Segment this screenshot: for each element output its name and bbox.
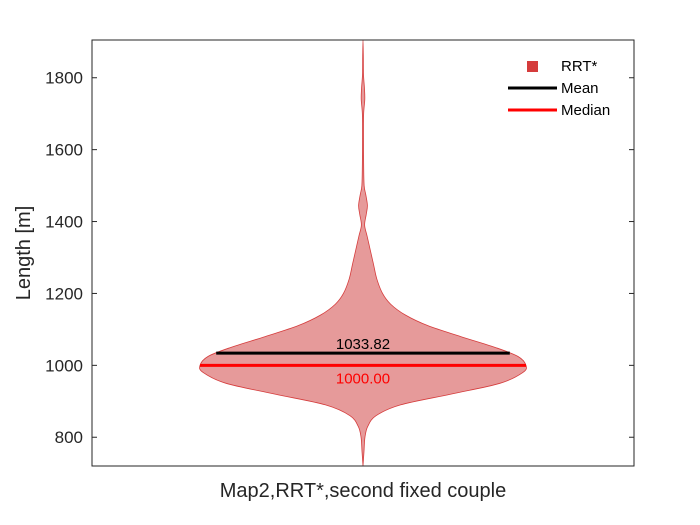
- y-tick-label-800: 800: [55, 428, 83, 447]
- y-axis-label: Length [m]: [13, 206, 35, 301]
- x-axis-label: Map2,RRT*,second fixed couple: [220, 480, 506, 502]
- stats-layer: 1033.82 1000.00: [200, 336, 526, 387]
- legend: RRT* Mean Median: [508, 58, 610, 119]
- plot-frame: [91, 39, 635, 467]
- legend-marker-0: [527, 61, 538, 72]
- y-tick-label-1800: 1800: [45, 69, 83, 88]
- legend-label-0: RRT*: [561, 58, 598, 75]
- y-axis-ticks: 800 1000 1200 1400 1600 1800: [45, 69, 634, 447]
- mean-value-label: 1033.82: [336, 336, 390, 353]
- legend-label-2: Median: [561, 102, 610, 119]
- y-tick-label-1000: 1000: [45, 356, 83, 375]
- y-tick-label-1600: 1600: [45, 141, 83, 160]
- legend-label-1: Mean: [561, 80, 599, 97]
- median-value-label: 1000.00: [336, 370, 390, 387]
- y-tick-label-1200: 1200: [45, 284, 83, 303]
- y-tick-label-1400: 1400: [45, 213, 83, 232]
